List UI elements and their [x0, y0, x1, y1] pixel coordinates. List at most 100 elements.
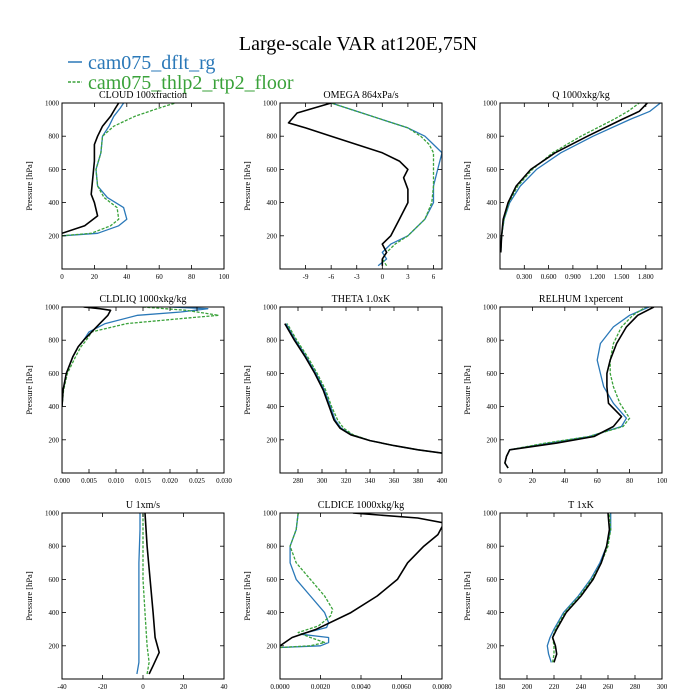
x-tick-label: 0 [381, 273, 385, 281]
x-tick-label: 0.010 [108, 477, 124, 485]
y-tick-label: 600 [49, 166, 60, 174]
x-tick-label: 0.015 [135, 477, 151, 485]
series-group [546, 513, 612, 663]
x-tick-label: 300 [657, 683, 668, 691]
x-tick-label: 1.500 [614, 273, 630, 281]
y-tick-label: 200 [487, 232, 498, 240]
x-tick-label: 280 [293, 477, 304, 485]
series-line-black [504, 307, 655, 469]
x-tick-label: 300 [317, 477, 328, 485]
x-tick-label: 0 [141, 683, 145, 691]
y-tick-label: 400 [487, 199, 498, 207]
y-tick-label: 800 [267, 337, 278, 345]
x-tick-label: 380 [413, 477, 424, 485]
y-tick-label: 400 [487, 609, 498, 617]
y-tick-label: 800 [487, 133, 498, 141]
x-tick-label: 0.900 [565, 273, 581, 281]
y-axis-label: Pressure [hPa] [462, 161, 472, 211]
y-tick-label: 600 [487, 576, 498, 584]
legend: cam075_dflt_rg cam075_thlp2_rtp2_floor [68, 52, 294, 94]
x-tick-label: 100 [219, 273, 230, 281]
panel-9: T 1xK Pressure [hPa] 180 200 220 240 260 280 300… [462, 500, 668, 691]
x-tick-label: 320 [341, 477, 352, 485]
panel-title: CLDICE 1000xkg/kg [318, 500, 404, 511]
plot-frame [279, 512, 443, 680]
x-tick-label: 20 [91, 273, 99, 281]
y-tick-label: 400 [49, 609, 60, 617]
x-tick-label: 0.600 [541, 273, 557, 281]
panel-title: T 1xK [568, 500, 594, 511]
series-group [280, 513, 442, 649]
panel-title: OMEGA 864xPa/s [323, 90, 398, 101]
y-tick-label: 600 [267, 576, 278, 584]
x-tick-label: 0.0060 [392, 683, 412, 691]
y-tick-label: 1000 [45, 510, 60, 518]
series-group [287, 103, 442, 267]
x-tick-label: 0.000 [54, 477, 70, 485]
plot-frame [279, 306, 443, 474]
series-line-black [551, 513, 611, 663]
y-axis-label: Pressure [hPa] [462, 571, 472, 621]
y-tick-label: 600 [49, 370, 60, 378]
y-tick-label: 800 [49, 133, 60, 141]
x-tick-label: -40 [57, 683, 67, 691]
x-tick-label: 20 [529, 477, 537, 485]
x-tick-label: 40 [123, 273, 131, 281]
y-tick-label: 600 [267, 166, 278, 174]
y-tick-label: 200 [49, 642, 60, 650]
x-tick-label: 80 [188, 273, 196, 281]
x-tick-label: 3 [406, 273, 410, 281]
y-tick-label: 1000 [263, 100, 278, 108]
y-tick-label: 1000 [483, 304, 498, 312]
series-line-black [287, 103, 409, 266]
y-tick-label: 1000 [263, 510, 278, 518]
x-tick-label: 40 [561, 477, 569, 485]
x-tick-label: 1.200 [589, 273, 605, 281]
series-line-black [500, 103, 648, 253]
series-line-green [142, 513, 150, 675]
x-tick-label: 260 [603, 683, 614, 691]
x-tick-label: 0.020 [162, 477, 178, 485]
panel-6: RELHUM 1xpercent Pressure [hPa] 0 20 40 60 80 1… [462, 294, 668, 485]
y-tick-label: 400 [267, 199, 278, 207]
y-tick-label: 200 [487, 642, 498, 650]
x-tick-label: 400 [437, 477, 448, 485]
series-line-blue [285, 323, 442, 454]
x-tick-label: 240 [576, 683, 587, 691]
y-tick-label: 800 [267, 133, 278, 141]
series-line-green [62, 103, 176, 237]
series-line-blue [136, 513, 141, 675]
y-tick-label: 600 [267, 370, 278, 378]
panel-2: OMEGA 864xPa/s Pressure [hPa] -9 -6 -3 0 3 6 200… [242, 90, 443, 281]
series-line-green [286, 323, 442, 454]
y-axis-label: Pressure [hPa] [242, 571, 252, 621]
x-tick-label: 0.005 [81, 477, 97, 485]
series-line-blue [546, 513, 612, 663]
series-line-black [284, 323, 442, 454]
panel-title: RELHUM 1xpercent [539, 294, 623, 305]
panel-title: U 1xm/s [126, 500, 160, 511]
panel-1: CLOUD 100xfraction Pressure [hPa] 0 20 40 60 8… [24, 90, 230, 281]
x-tick-label: 60 [594, 477, 602, 485]
series-line-blue [62, 307, 209, 407]
series-line-green [280, 513, 334, 649]
y-tick-label: 800 [267, 543, 278, 551]
plot-frame [279, 102, 443, 270]
series-line-green [62, 307, 220, 407]
panel-5: THETA 1.0xK Pressure [hPa] 280 300 320 340 360… [242, 294, 448, 485]
y-tick-label: 200 [487, 436, 498, 444]
panel-title: CLDLIQ 1000xkg/kg [100, 294, 187, 305]
panel-4: CLDLIQ 1000xkg/kg Pressure [hPa] 0.000 0.00… [24, 294, 232, 485]
y-tick-label: 1000 [45, 304, 60, 312]
y-axis-label: Pressure [hPa] [462, 365, 472, 415]
plot-frame [499, 306, 663, 474]
plot-frame [499, 102, 663, 270]
series-group [500, 103, 661, 253]
x-tick-label: 0.030 [216, 477, 232, 485]
x-tick-label: 0.0000 [270, 683, 290, 691]
y-tick-label: 400 [49, 403, 60, 411]
y-axis-label: Pressure [hPa] [24, 571, 34, 621]
y-tick-label: 200 [267, 436, 278, 444]
y-tick-label: 600 [487, 370, 498, 378]
y-tick-label: 200 [49, 436, 60, 444]
